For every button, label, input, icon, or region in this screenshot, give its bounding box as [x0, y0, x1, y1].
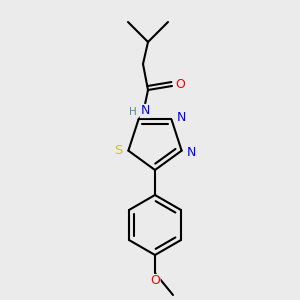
Text: N: N — [177, 111, 186, 124]
Text: S: S — [114, 144, 123, 157]
Text: H: H — [129, 107, 137, 117]
Text: N: N — [140, 104, 150, 118]
Text: N: N — [187, 146, 196, 159]
Text: O: O — [175, 77, 185, 91]
Text: O: O — [150, 274, 160, 287]
